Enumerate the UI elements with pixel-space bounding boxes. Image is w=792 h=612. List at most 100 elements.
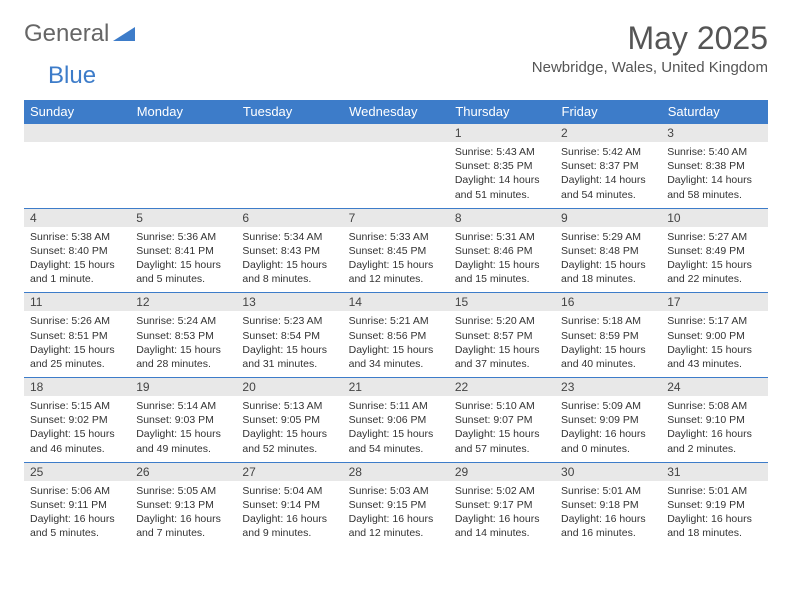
daylight-line: Daylight: 16 hours and 16 minutes. (561, 513, 646, 539)
day-number: 21 (343, 378, 449, 397)
daylight-line: Daylight: 16 hours and 12 minutes. (349, 513, 434, 539)
sunset-line: Sunset: 8:54 PM (242, 330, 320, 342)
daylight-line: Daylight: 15 hours and 49 minutes. (136, 428, 221, 454)
day-detail: Sunrise: 5:29 AMSunset: 8:48 PMDaylight:… (555, 227, 661, 293)
daylight-line: Daylight: 15 hours and 8 minutes. (242, 259, 327, 285)
detail-row: Sunrise: 5:26 AMSunset: 8:51 PMDaylight:… (24, 311, 768, 377)
sunrise-line: Sunrise: 5:21 AM (349, 315, 429, 327)
day-detail: Sunrise: 5:10 AMSunset: 9:07 PMDaylight:… (449, 396, 555, 462)
sunrise-line: Sunrise: 5:36 AM (136, 231, 216, 243)
day-detail: Sunrise: 5:17 AMSunset: 9:00 PMDaylight:… (661, 311, 767, 377)
day-detail: Sunrise: 5:05 AMSunset: 9:13 PMDaylight:… (130, 481, 236, 547)
day-detail: Sunrise: 5:11 AMSunset: 9:06 PMDaylight:… (343, 396, 449, 462)
day-number: 17 (661, 293, 767, 312)
sunset-line: Sunset: 9:07 PM (455, 414, 533, 426)
day-detail: Sunrise: 5:24 AMSunset: 8:53 PMDaylight:… (130, 311, 236, 377)
sunset-line: Sunset: 8:43 PM (242, 245, 320, 257)
day-detail: Sunrise: 5:14 AM Sunset: 9:03 PM Daylight:… (130, 396, 236, 462)
sunrise-line: Sunrise: 5:38 AM (30, 231, 110, 243)
daylight-line: Daylight: 16 hours and 5 minutes. (30, 513, 115, 539)
day-detail (24, 142, 130, 208)
day-detail: Sunrise: 5:13 AMSunset: 9:05 PMDaylight:… (236, 396, 342, 462)
day-detail: Sunrise: 5:21 AM Sunset: 8:56 PM Daylight:… (343, 311, 449, 377)
detail-row: Sunrise: 5:15 AMSunset: 9:02 PMDaylight:… (24, 396, 768, 462)
daylight-line: Daylight: 15 hours and 1 minute. (30, 259, 115, 285)
sunset-line: Sunset: 8:49 PM (667, 245, 745, 257)
daynum-row: 123 (24, 124, 768, 143)
day-number: 25 (24, 462, 130, 481)
day-detail: Sunrise: 5:04 AMSunset: 9:14 PMDaylight:… (236, 481, 342, 547)
day-detail: Sunrise: 5:15 AMSunset: 9:02 PMDaylight:… (24, 396, 130, 462)
day-number: 1 (449, 124, 555, 143)
day-number: 9 (555, 208, 661, 227)
day-header: Monday (130, 100, 236, 124)
day-number: 16 (555, 293, 661, 312)
sunrise-line: Sunrise: 5:08 AM (667, 400, 747, 412)
day-detail: Sunrise: 5:09 AMSunset: 9:09 PMDaylight:… (555, 396, 661, 462)
calendar-table: SundayMondayTuesdayWednesdayThursdayFrid… (24, 100, 768, 546)
sunset-line: Sunset: 8:53 PM (136, 330, 214, 342)
sunrise-line: Sunrise: 5:27 AM (667, 231, 747, 243)
daylight-line: Daylight: 15 hours and 34 minutes. (349, 344, 434, 370)
daylight-line: Daylight: 15 hours and 12 minutes. (349, 259, 434, 285)
day-number: 5 (130, 208, 236, 227)
sunset-line: Sunset: 8:41 PM (136, 245, 214, 257)
daynum-row: 45678910 (24, 208, 768, 227)
day-detail: Sunrise: 5:23 AMSunset: 8:54 PMDaylight:… (236, 311, 342, 377)
sunset-line: Sunset: 9:03 PM (136, 414, 214, 426)
sunset-line: Sunset: 8:56 PM (349, 330, 427, 342)
daylight-line: Daylight: 15 hours and 46 minutes. (30, 428, 115, 454)
sunrise-line: Sunrise: 5:13 AM (242, 400, 322, 412)
day-number: 12 (130, 293, 236, 312)
day-number (24, 124, 130, 143)
detail-row: Sunrise: 5:43 AMSunset: 8:35 PMDaylight:… (24, 142, 768, 208)
daylight-line: Daylight: 15 hours and 40 minutes. (561, 344, 646, 370)
sunrise-line: Sunrise: 5:23 AM (242, 315, 322, 327)
day-number: 20 (236, 378, 342, 397)
sunset-line: Sunset: 8:37 PM (561, 160, 639, 172)
day-number: 3 (661, 124, 767, 143)
day-detail: Sunrise: 5:42 AMSunset: 8:37 PMDaylight:… (555, 142, 661, 208)
day-number: 13 (236, 293, 342, 312)
sunset-line: Sunset: 9:02 PM (30, 414, 108, 426)
sunrise-line: Sunrise: 5:26 AM (30, 315, 110, 327)
day-header: Thursday (449, 100, 555, 124)
day-number: 24 (661, 378, 767, 397)
sunrise-line: Sunrise: 5:29 AM (561, 231, 641, 243)
location: Newbridge, Wales, United Kingdom (532, 59, 768, 76)
daylight-line: Daylight: 16 hours and 9 minutes. (242, 513, 327, 539)
sunrise-line: Sunrise: 5:34 AM (242, 231, 322, 243)
daynum-row: 18192021222324 (24, 378, 768, 397)
sunset-line: Sunset: 8:40 PM (30, 245, 108, 257)
daynum-row: 25262728293031 (24, 462, 768, 481)
daylight-line: Daylight: 16 hours and 18 minutes. (667, 513, 752, 539)
sunset-line: Sunset: 9:18 PM (561, 499, 639, 511)
day-detail: Sunrise: 5:40 AMSunset: 8:38 PMDaylight:… (661, 142, 767, 208)
day-header: Friday (555, 100, 661, 124)
sunset-line: Sunset: 8:57 PM (455, 330, 533, 342)
detail-row: Sunrise: 5:06 AMSunset: 9:11 PMDaylight:… (24, 481, 768, 547)
daylight-line: Daylight: 15 hours and 37 minutes. (455, 344, 540, 370)
sunrise-line: Sunrise: 5:05 AM (136, 485, 216, 497)
day-number (236, 124, 342, 143)
daylight-line: Daylight: 16 hours and 14 minutes. (455, 513, 540, 539)
day-detail: Sunrise: 5:43 AMSunset: 8:35 PMDaylight:… (449, 142, 555, 208)
logo: General (24, 20, 137, 48)
sunrise-line: Sunrise: 5:14 AM (136, 400, 216, 412)
sunset-line: Sunset: 8:48 PM (561, 245, 639, 257)
day-number: 23 (555, 378, 661, 397)
day-number: 14 (343, 293, 449, 312)
sunset-line: Sunset: 8:35 PM (455, 160, 533, 172)
daylight-line: Daylight: 16 hours and 0 minutes. (561, 428, 646, 454)
sunset-line: Sunset: 8:59 PM (561, 330, 639, 342)
sunrise-line: Sunrise: 5:33 AM (349, 231, 429, 243)
daylight-line: Daylight: 16 hours and 7 minutes. (136, 513, 221, 539)
day-detail (343, 142, 449, 208)
sunrise-line: Sunrise: 5:42 AM (561, 146, 641, 158)
sunrise-line: Sunrise: 5:04 AM (242, 485, 322, 497)
day-number: 29 (449, 462, 555, 481)
sunrise-line: Sunrise: 5:43 AM (455, 146, 535, 158)
day-header: Tuesday (236, 100, 342, 124)
daylight-line: Daylight: 15 hours and 28 minutes. (136, 344, 221, 370)
sunrise-line: Sunrise: 5:06 AM (30, 485, 110, 497)
